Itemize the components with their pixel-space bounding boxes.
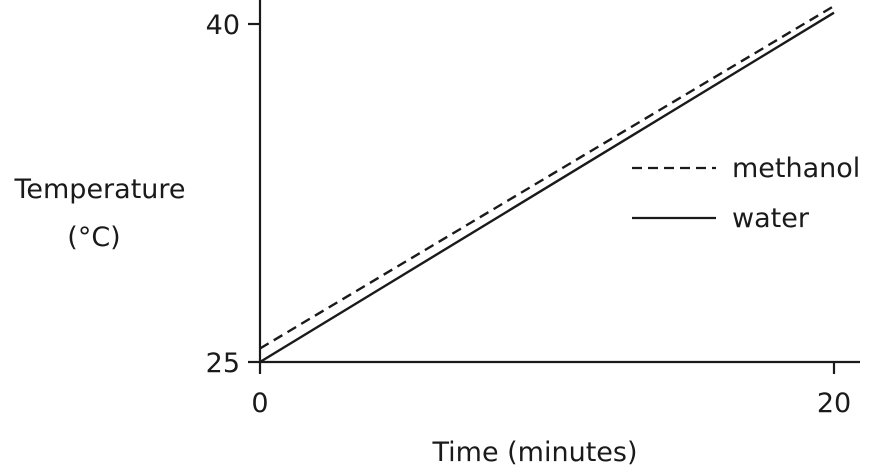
series-line-water xyxy=(259,11,835,364)
x-axis-title: Time (minutes) xyxy=(431,437,637,468)
x-tick-label-20: 20 xyxy=(817,388,851,419)
series-layer xyxy=(259,4,835,364)
x-tick-label-0: 0 xyxy=(251,388,268,419)
y-tick-label-40: 40 xyxy=(206,10,240,41)
legend-label-methanol: methanol xyxy=(732,153,860,184)
y-axis-title: Temperature xyxy=(13,174,185,205)
axes xyxy=(248,0,860,374)
y-axis-unit: (°C) xyxy=(67,222,120,253)
legend-label-water: water xyxy=(732,203,810,234)
y-tick-label-25: 25 xyxy=(206,348,240,379)
legend: methanol water xyxy=(632,153,860,234)
